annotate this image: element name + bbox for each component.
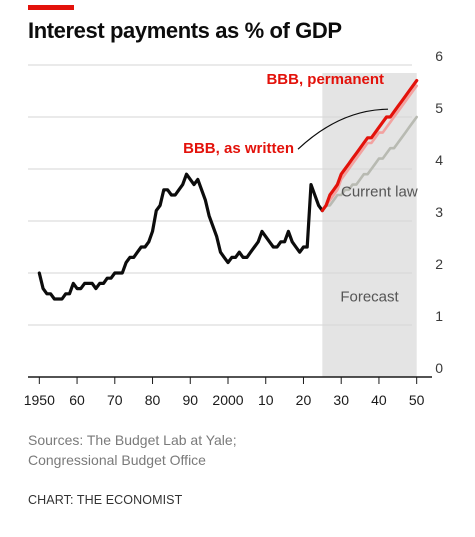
x-tick-label: 2000	[212, 392, 243, 408]
x-tick-label: 70	[107, 392, 123, 408]
sources-note: Sources: The Budget Lab at Yale; Congres…	[28, 430, 408, 470]
label-current-law: Current law	[341, 183, 418, 200]
chart-title: Interest payments as % of GDP	[28, 18, 342, 43]
y-tick-label: 1	[435, 308, 443, 324]
y-tick-label: 6	[435, 48, 443, 64]
x-tick-label: 50	[409, 392, 425, 408]
x-tick-label: 20	[296, 392, 312, 408]
x-tick-label: 1950	[24, 392, 55, 408]
x-tick-label: 60	[69, 392, 85, 408]
historic-series-line	[37, 172, 324, 301]
y-tick-label: 0	[435, 360, 443, 376]
x-tick-label: 80	[145, 392, 161, 408]
x-tick-label: 90	[182, 392, 198, 408]
current-law-series-line	[321, 115, 418, 212]
y-tick-label: 4	[435, 152, 443, 168]
chart-credit: CHART: THE ECONOMIST	[28, 493, 183, 507]
y-tick-label: 3	[435, 204, 443, 220]
x-tick-label: 10	[258, 392, 274, 408]
x-tick-label: 30	[333, 392, 349, 408]
label-bbb-as-written: BBB, as written	[183, 140, 294, 157]
callout-line	[297, 108, 389, 150]
sources-line-2: Congressional Budget Office	[28, 452, 206, 468]
accent-bar	[28, 5, 74, 10]
bbb-as-written-series-line	[321, 84, 418, 212]
label-bbb-permanent: BBB, permanent	[266, 71, 384, 88]
bbb-permanent-series-line	[320, 79, 419, 213]
y-tick-label: 2	[435, 256, 443, 272]
label-forecast: Forecast	[340, 289, 399, 306]
sources-line-1: Sources: The Budget Lab at Yale;	[28, 432, 237, 448]
forecast-shading	[322, 73, 417, 377]
y-tick-label: 5	[435, 100, 443, 116]
x-tick-label: 40	[371, 392, 387, 408]
